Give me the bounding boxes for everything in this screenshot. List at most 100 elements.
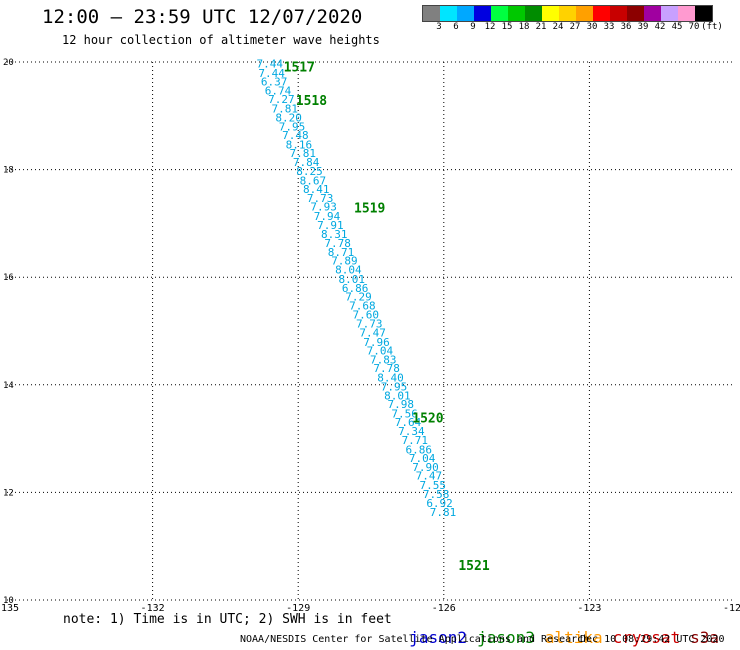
wave-height-value: 7.58 [423, 488, 450, 501]
legend-swatch [610, 6, 627, 21]
wave-height-value: 7.95 [381, 380, 408, 393]
wave-height-value: 7.73 [356, 317, 383, 330]
legend-swatch [695, 6, 712, 21]
y-tick-label: 20 [3, 58, 14, 68]
footer-timestamp: Dec 10 08:29:42 UTC 2020 [580, 634, 725, 645]
legend-label: 24 [552, 22, 564, 32]
legend-label: 27 [569, 22, 581, 32]
wave-height-value: 7.98 [388, 398, 415, 411]
wave-height-value: 7.27 [268, 93, 295, 106]
wave-height-value: 8.04 [335, 264, 362, 277]
legend-label: 45 [671, 22, 683, 32]
wave-height-value: 7.94 [314, 210, 341, 223]
wave-height-value: 7.34 [398, 425, 425, 438]
legend-swatch [440, 6, 457, 21]
wave-height-value: 6.92 [426, 497, 453, 510]
wave-height-value: 8.16 [286, 138, 313, 151]
wave-height-value: 7.84 [293, 156, 320, 169]
legend-swatch [525, 6, 542, 21]
grid-lines [7, 61, 735, 601]
wave-height-value: 7.81 [289, 147, 316, 160]
legend-label: 21 [535, 22, 547, 32]
legend-swatch [627, 6, 644, 21]
legend-swatch [644, 6, 661, 21]
legend-swatch [559, 6, 576, 21]
wave-height-value: 8.31 [321, 228, 348, 241]
legend-swatch [508, 6, 525, 21]
wave-height-value: 7.95 [279, 121, 306, 134]
wave-height-value: 7.81 [272, 102, 299, 115]
x-tick-label: -120 [723, 603, 740, 614]
x-tick-label: -135 [0, 603, 19, 614]
axis-ticks: -135 -132 -129 -126 -123 -120 20 18 16 14 12 10 [0, 58, 740, 614]
satellite-legend: jason2 jason3 altika cryosat s3a [390, 609, 729, 647]
wave-height-value: 7.29 [345, 291, 372, 304]
legend-label: 33 [603, 22, 615, 32]
wave-height-value: 7.81 [430, 506, 457, 519]
wave-height-value: 7.89 [331, 255, 358, 268]
legend-swatch [661, 6, 678, 21]
legend-swatch [593, 6, 610, 21]
wave-height-value: 7.91 [317, 219, 344, 232]
x-tick-label: -123 [577, 603, 601, 614]
x-tick-label: -132 [141, 603, 165, 614]
wave-height-value: 7.90 [412, 461, 439, 474]
wave-height-value: 8.41 [303, 183, 330, 196]
wave-height-value: 7.93 [310, 201, 337, 214]
legend-swatch [474, 6, 491, 21]
legend-unit: (ft) [701, 22, 723, 32]
wave-height-value: 7.04 [409, 452, 436, 465]
x-tick-label: -126 [432, 603, 456, 614]
legend-label: 30 [586, 22, 598, 32]
color-legend-bar [422, 5, 713, 22]
satellite-cryosat: cryosat [612, 628, 681, 647]
legend-label: 15 [501, 22, 513, 32]
wave-height-value: 7.48 [282, 129, 309, 142]
legend-label: 12 [484, 22, 496, 32]
wave-height-value: 6.37 [261, 75, 288, 88]
wave-height-value: 8.25 [296, 165, 323, 178]
wave-height-value: 7.56 [391, 407, 418, 420]
legend-label: 70 [688, 22, 700, 32]
wave-height-value: 8.40 [377, 371, 404, 384]
wave-height-value: 6.74 [265, 85, 292, 98]
satellite-s3a: s3a [690, 628, 719, 647]
wave-height-value: 7.60 [353, 308, 380, 321]
wave-height-value: 8.71 [328, 246, 355, 259]
satellite-altika: altika [544, 628, 603, 647]
pass-number-label: 1521 [458, 559, 489, 574]
wave-height-value: 7.44 [256, 58, 283, 71]
legend-swatch [491, 6, 508, 21]
pass-number-label: 1518 [296, 94, 327, 109]
wave-height-value: 7.04 [367, 344, 394, 357]
y-tick-label: 10 [3, 596, 14, 606]
y-tick-label: 14 [3, 381, 14, 391]
x-tick-label: -129 [286, 603, 310, 614]
legend-label: 6 [453, 22, 459, 32]
wave-height-value: 8.67 [300, 174, 327, 187]
legend-swatch [457, 6, 474, 21]
wave-height-value: 7.47 [416, 470, 443, 483]
y-tick-label: 16 [3, 273, 14, 283]
legend-swatch [423, 6, 440, 21]
wave-height-value: 7.64 [395, 416, 422, 429]
wave-height-value: 7.55 [420, 479, 447, 492]
wave-height-value: 7.78 [324, 237, 351, 250]
satellite-jason2: jason2 [409, 628, 468, 647]
wave-height-value: 7.44 [258, 67, 285, 80]
wave-height-value: 7.71 [402, 434, 429, 447]
legend-swatch [542, 6, 559, 21]
wave-height-value: 8.01 [384, 390, 411, 403]
pass-number-label: 1517 [284, 60, 315, 75]
wave-height-value: 7.83 [370, 354, 397, 367]
data-points: 7.447.446.376.747.277.818.207.957.488.16… [256, 58, 456, 519]
legend-label: 9 [470, 22, 476, 32]
legend-swatch [678, 6, 695, 21]
wave-height-value: 6.86 [342, 282, 369, 295]
wave-height-value: 7.73 [307, 192, 334, 205]
legend-label: 36 [620, 22, 632, 32]
chart-subtitle: 12 hour collection of altimeter wave hei… [62, 33, 380, 47]
wave-height-value: 7.96 [363, 336, 390, 349]
footer-credit: NOAA/NESDIS Center for Satellite Applica… [240, 634, 590, 645]
